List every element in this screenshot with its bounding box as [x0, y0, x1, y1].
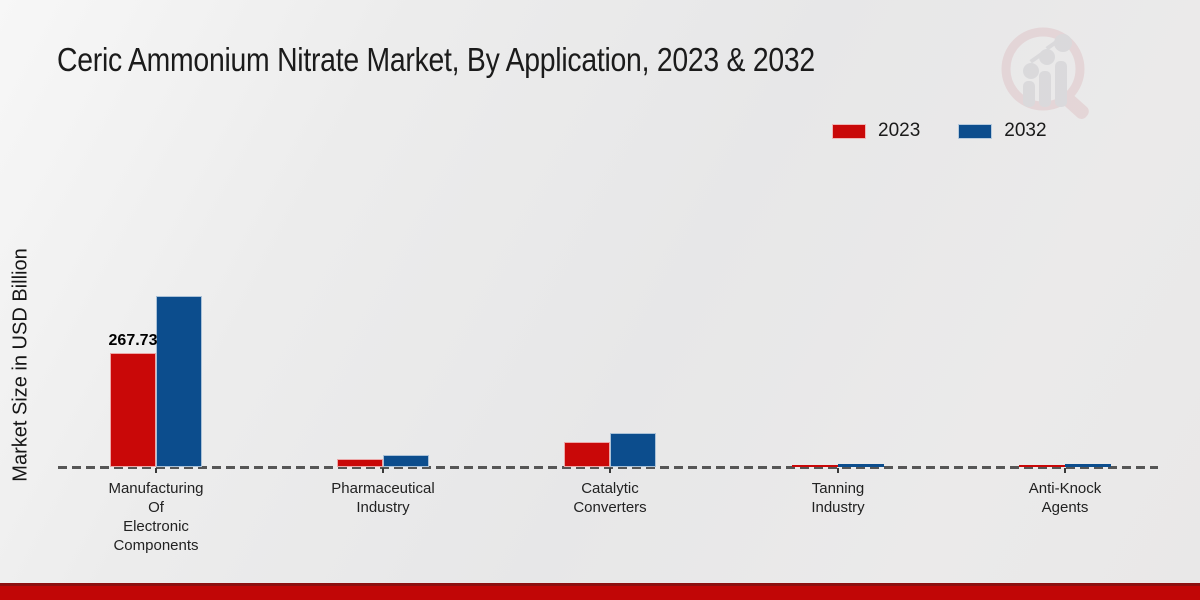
category-label-line: Catalytic: [581, 480, 639, 497]
category-label-group3: Catalytic Converters: [573, 479, 646, 517]
legend-item-2032: 2032: [958, 120, 1047, 142]
magnifier-bar-chart-logo-icon: [1001, 27, 1089, 120]
category-label-line: Industry: [356, 499, 410, 516]
bar-2023-group4: [792, 465, 838, 467]
category-label-line: Industry: [811, 499, 865, 516]
legend-label-2023: 2023: [878, 120, 921, 141]
category-label-line: Anti-Knock: [1028, 480, 1102, 497]
bottom-red-band: [0, 583, 1200, 600]
legend: 2023 2032: [832, 120, 1047, 142]
x-axis-baseline: [58, 466, 1158, 469]
legend-swatch-2023: [832, 123, 866, 139]
bar-2023-group5: [1019, 464, 1065, 467]
category-label-line: Pharmaceutical: [331, 480, 435, 497]
bar-2023-group3: [564, 442, 610, 467]
category-label-line: Components: [113, 537, 199, 554]
bar-2032-group2: [383, 455, 429, 467]
category-label-group2: Pharmaceutical Industry: [331, 479, 434, 517]
x-axis-tick: [155, 468, 157, 473]
chart-title: Ceric Ammonium Nitrate Market, By Applic…: [57, 41, 815, 78]
bar-2032-group4: [838, 464, 884, 467]
x-axis-tick: [837, 468, 839, 473]
bar-2032-group3: [610, 433, 656, 467]
category-label-line: Tanning: [811, 480, 865, 497]
bar-2032-group1: [156, 296, 202, 467]
category-label-group1: Manufacturing Of Electronic Components: [108, 479, 203, 555]
legend-item-2023: 2023: [832, 120, 920, 142]
bar-2032-group5: [1065, 464, 1111, 467]
category-label-line: Electronic: [123, 518, 189, 535]
category-label-line: Converters: [573, 499, 647, 516]
bar-2023-group1: [110, 353, 156, 467]
category-label-group4: Tanning Industry: [811, 479, 864, 517]
x-axis-tick: [609, 468, 611, 473]
category-label-line: Manufacturing: [108, 480, 204, 497]
bar-value-label: 267.73: [108, 332, 158, 350]
legend-swatch-2032: [958, 123, 993, 139]
category-label-line: Agents: [1041, 499, 1089, 516]
legend-label-2032: 2032: [1004, 120, 1047, 141]
category-label-line: Of: [148, 499, 164, 516]
x-axis-tick: [382, 468, 384, 473]
category-label-group5: Anti-Knock Agents: [1029, 479, 1102, 517]
x-axis-tick: [1064, 468, 1066, 473]
bar-2023-group2: [337, 458, 383, 467]
